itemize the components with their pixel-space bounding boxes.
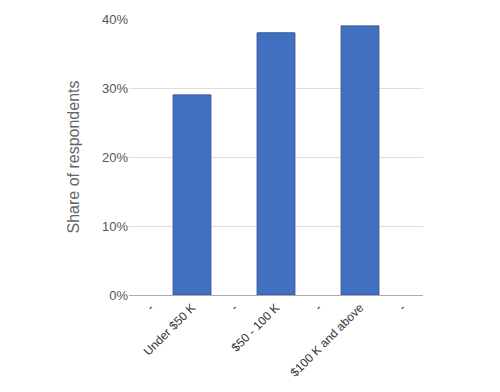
svg-text:Under $50 K: Under $50 K	[141, 301, 199, 359]
svg-text:-: -	[396, 301, 409, 314]
svg-text:$100 K and above: $100 K and above	[288, 301, 367, 380]
svg-text:30%: 30%	[102, 81, 128, 96]
svg-text:$50 - 100 K: $50 - 100 K	[229, 301, 283, 355]
svg-text:20%: 20%	[102, 150, 128, 165]
svg-text:-: -	[228, 301, 241, 314]
svg-text:10%: 10%	[102, 219, 128, 234]
svg-text:-: -	[312, 301, 325, 314]
svg-text:-: -	[144, 301, 157, 314]
svg-text:0%: 0%	[109, 288, 128, 303]
svg-text:40%: 40%	[102, 12, 128, 27]
svg-text:Share of respondents: Share of respondents	[65, 80, 82, 233]
